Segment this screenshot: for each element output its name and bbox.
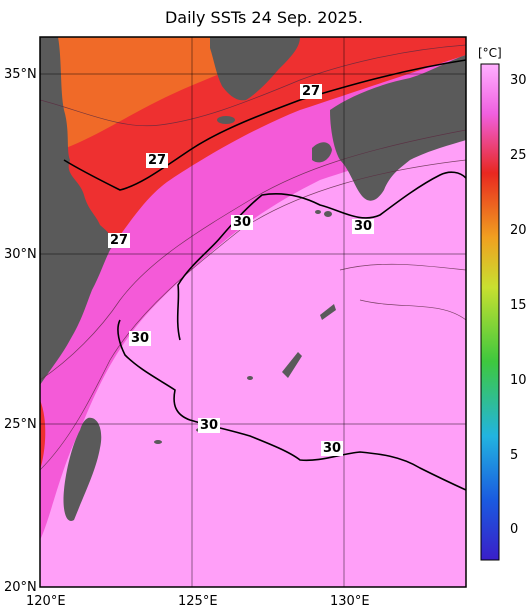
island xyxy=(40,202,50,218)
colorbar-tick-25: 25 xyxy=(510,148,527,163)
colorbar-tick-20: 20 xyxy=(510,223,527,238)
contour-label: 30 xyxy=(231,215,254,230)
colorbar-tick-5: 5 xyxy=(510,448,519,463)
map-title: Daily SSTs 24 Sep. 2025. xyxy=(164,8,363,27)
goto-islands xyxy=(312,142,332,163)
colorbar-tick-10: 10 xyxy=(510,373,527,388)
contour-label: 27 xyxy=(108,233,131,248)
isotherm-thick xyxy=(63,59,466,491)
graticule xyxy=(40,37,466,587)
island xyxy=(247,376,253,380)
taiwan-land xyxy=(63,417,102,521)
lat-label-25: 25°N xyxy=(4,417,37,432)
contour-label: 30 xyxy=(129,331,152,346)
map-frame xyxy=(39,36,467,588)
lat-label-35: 35°N xyxy=(4,67,37,82)
china-land xyxy=(40,37,113,385)
jeju-land xyxy=(217,116,235,124)
korea-land xyxy=(210,37,300,101)
contour-label: 30 xyxy=(198,418,221,433)
contour-label: 30 xyxy=(352,219,375,234)
lon-label-120: 120°E xyxy=(26,594,66,609)
japan-land xyxy=(330,55,466,201)
contour-label: 30 xyxy=(321,441,344,456)
lat-label-30: 30°N xyxy=(4,247,37,262)
lon-label-125: 125°E xyxy=(178,594,218,609)
colorbar-tick-15: 15 xyxy=(510,298,527,313)
sea-hot-zone xyxy=(40,37,466,330)
colorbar-unit: [°C] xyxy=(478,46,502,60)
island xyxy=(315,210,321,214)
okinawa-island xyxy=(282,352,302,378)
colorbar-tick-30: 30 xyxy=(510,73,527,88)
colorbar xyxy=(480,63,500,561)
contour-label: 27 xyxy=(146,153,169,168)
lon-label-130: 130°E xyxy=(330,594,370,609)
island xyxy=(324,211,332,217)
colorbar-tick-0: 0 xyxy=(510,522,519,537)
amami-island xyxy=(320,304,336,320)
island xyxy=(154,440,162,444)
lat-label-20: 20°N xyxy=(4,580,37,595)
contour-label: 27 xyxy=(300,84,323,99)
